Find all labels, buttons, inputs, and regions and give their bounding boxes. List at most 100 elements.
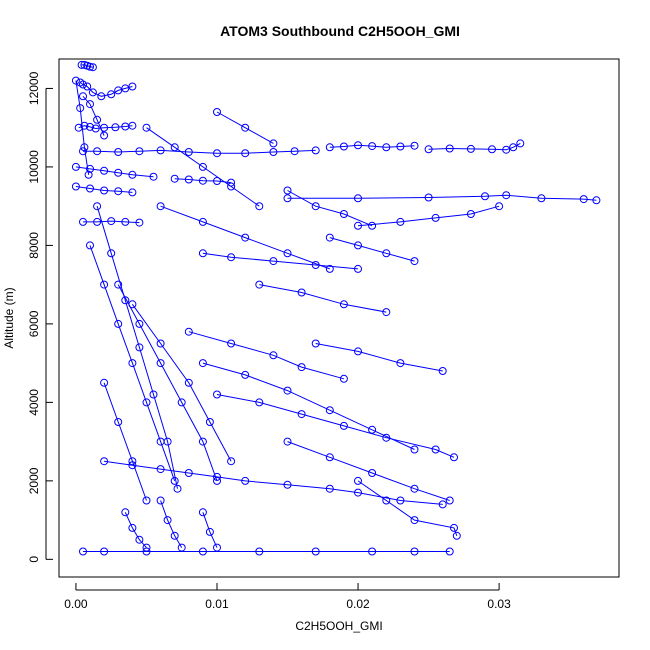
data-point [121,84,130,93]
data-point [452,531,461,540]
data-point [205,527,214,536]
data-point [80,121,89,130]
series-18 [198,249,362,273]
data-point [135,218,144,227]
data-point [93,147,102,156]
data-point [241,123,250,132]
x-axis: 0.00 0.01 0.02 0.03 [64,583,511,611]
data-point [128,523,137,532]
data-point [382,308,391,317]
data-point [241,149,250,158]
x-tick-label: 0.01 [205,597,229,611]
data-point [149,172,158,181]
data-point [121,508,130,517]
data-point [198,359,207,368]
series-21 [283,437,454,505]
data-point [354,476,362,485]
series-8 [71,182,137,197]
series-line [117,284,218,482]
series-line [103,382,147,501]
data-point [198,176,207,185]
y-tick-label: 4000 [27,389,41,416]
data-point [135,535,144,544]
data-point [198,249,207,258]
data-point [213,108,221,116]
series-line [259,284,387,313]
series-2 [74,121,137,133]
data-point [396,142,405,151]
data-point [269,257,278,266]
data-point [213,390,221,399]
data-point [128,82,137,91]
data-point [114,319,123,328]
data-point [450,523,458,532]
data-point [579,195,588,204]
chart-title: ATOM3 Southbound C2H5OOH_GMI [220,23,460,39]
data-point [135,343,144,352]
x-tick-label: 0.02 [346,597,370,611]
series-line [287,441,450,501]
data-point [325,484,334,493]
data-point [114,280,123,289]
data-point [368,142,377,151]
series-line [216,394,455,458]
data-point [410,257,419,266]
data-point [156,465,165,474]
data-point [205,418,214,426]
data-point [354,221,362,230]
data-point [93,217,102,226]
data-point [184,469,193,477]
data-point [71,182,80,191]
data-point [135,319,144,328]
data-point [170,143,179,152]
series-line [428,142,521,151]
data-point [410,516,419,525]
data-point [537,194,546,203]
data-point [86,241,94,250]
series-line [96,206,178,489]
y-tick-label: 12000 [27,71,41,105]
y-axis: 0 2000 4000 6000 8000 10000 12000 [27,71,53,563]
data-point [283,437,292,446]
series-line [202,252,359,270]
data-point [121,217,130,226]
data-point [213,177,221,185]
x-axis-label: C2H5OOH_GMI [295,619,382,633]
data-point [71,162,80,171]
data-point [325,264,334,273]
data-point [396,217,405,226]
data-point [107,90,116,99]
data-point [269,139,278,148]
data-point [466,210,475,218]
data-point [339,142,348,151]
data-point [79,147,87,156]
data-point [198,162,207,171]
data-point [100,280,109,289]
data-point [354,241,362,250]
data-point [198,437,207,446]
data-point [100,457,109,466]
series-13 [100,457,447,509]
data-point [325,143,334,152]
series-line [83,220,140,224]
series-6 [71,162,158,181]
data-point [283,194,292,203]
data-point [255,398,264,407]
data-point [445,547,454,556]
data-point [354,347,362,356]
data-point [382,143,391,152]
data-point [354,488,362,497]
plot-frame [58,58,620,578]
data-point [339,374,348,383]
series-33 [79,92,109,140]
data-point [283,386,292,395]
series-7 [170,174,236,187]
series-24 [86,241,179,485]
x-tick-label: 0.00 [64,597,88,611]
data-point [311,339,320,348]
data-point [198,508,207,517]
data-point [100,547,109,556]
series-34 [71,76,93,179]
series-line [160,205,330,270]
